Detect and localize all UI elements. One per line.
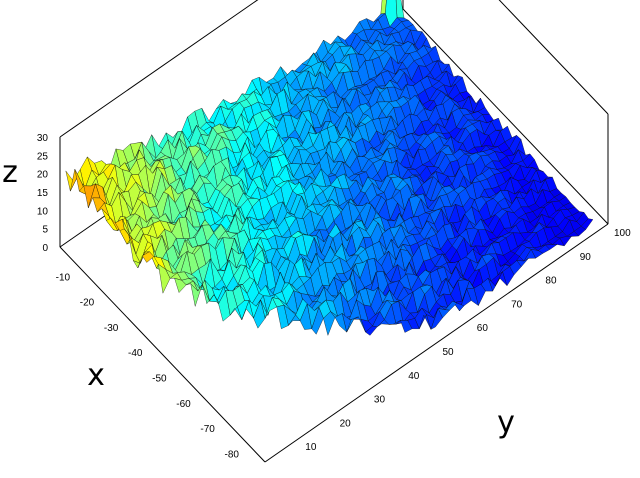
x-axis-title: x	[87, 358, 105, 393]
box-edge-right-bottom	[402, 8, 609, 225]
bounding-box-front	[59, 8, 609, 463]
z-tick-label: 5	[42, 225, 48, 236]
x-tick-label: -70	[200, 424, 215, 435]
y-tick-label: 40	[408, 371, 420, 382]
y-tick-label: 90	[580, 252, 592, 263]
surface-mesh	[65, 0, 594, 336]
y-tick-label: 20	[340, 418, 352, 429]
tick-labels: 0 5 10 15 20 25 30 -10 -20 -30 -40 -50 -60 -70 -80 10 20…	[37, 133, 631, 460]
box-edge-right-top	[498, 0, 609, 115]
box-edge-back-top	[59, 0, 259, 138]
z-axis-title: z	[2, 155, 18, 190]
y-tick-label: 60	[477, 323, 489, 334]
y-tick-label: 10	[305, 442, 317, 453]
z-tick-label: 10	[37, 206, 49, 217]
x-tick-label: -40	[128, 348, 143, 359]
y-tick-label: 80	[545, 276, 557, 287]
x-tick-label: -10	[56, 272, 71, 283]
surface-patch	[400, 320, 413, 333]
surface-patch	[346, 316, 359, 333]
x-tick-label: -80	[224, 449, 239, 460]
z-tick-label: 30	[37, 133, 49, 144]
x-tick-label: -30	[104, 323, 119, 334]
x-tick-label: -60	[176, 399, 191, 410]
y-tick-label: 100	[614, 228, 631, 239]
y-tick-label: 50	[443, 347, 455, 358]
surface-patch	[430, 308, 443, 330]
box-edge-x-axis	[59, 246, 266, 463]
z-tick-label: 0	[42, 243, 48, 254]
x-tick-label: -50	[152, 373, 167, 384]
y-tick-label: 30	[374, 395, 386, 406]
z-tick-label: 25	[37, 151, 49, 162]
y-tick-label: 70	[511, 299, 523, 310]
x-tick-label: -20	[80, 298, 95, 309]
y-axis-title: y	[497, 405, 515, 440]
box-edge-y-axis	[264, 223, 609, 463]
z-tick-label: 20	[37, 170, 49, 181]
z-tick-label: 15	[37, 188, 49, 199]
